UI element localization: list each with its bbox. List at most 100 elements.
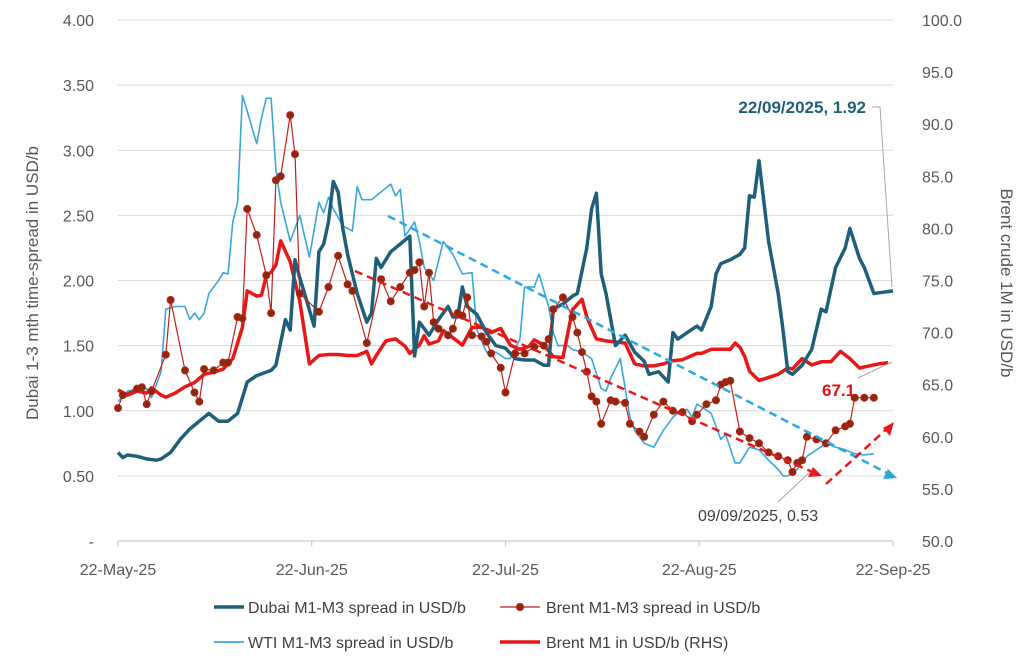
brent-uptrend-arrow	[825, 425, 891, 485]
brent-spread-point	[692, 410, 701, 419]
brent-price-last-callout: 67.1	[822, 381, 855, 400]
brent-spread-point	[802, 432, 811, 441]
brent-spread-point	[166, 295, 175, 304]
brent-spread-point	[362, 338, 371, 347]
brent-spread-point	[587, 392, 596, 401]
brent-spread-point	[869, 393, 878, 402]
trend-arrows	[354, 214, 897, 485]
y-right-tick: 95.0	[922, 65, 953, 82]
wti-downtrend-arrowhead	[883, 469, 897, 479]
y-left-tick: 1.50	[63, 339, 94, 356]
brent-spread-point	[114, 404, 123, 413]
y-right-tick: 70.0	[922, 326, 953, 343]
brent-spread-point	[267, 309, 276, 318]
brent-spread-point	[295, 289, 304, 298]
brent-spread-point	[649, 410, 658, 419]
brent-spread-point	[735, 427, 744, 436]
brent-spread-point	[290, 150, 299, 159]
x-tick: 22-Jul-25	[472, 562, 539, 579]
brent-spread-point	[611, 397, 620, 406]
brent-price-line	[117, 239, 889, 399]
brent-spread-point	[324, 282, 333, 291]
dubai-spread-line	[116, 158, 894, 462]
brent-spread-point	[788, 467, 797, 476]
brent-spread-point	[831, 426, 840, 435]
brent-spread-point	[578, 348, 587, 357]
brent-spread-point	[745, 434, 754, 443]
y-left-tick-labels: 4.00 3.50 3.00 2.50 2.00 1.50 1.00 0.50 -	[63, 13, 94, 551]
brent-spread-point	[180, 366, 189, 375]
y-right-tick: 75.0	[922, 274, 953, 291]
brent-spread-point	[252, 230, 261, 239]
brent-spread-point	[712, 396, 721, 405]
y-right-tick: 100.0	[922, 13, 962, 30]
series-layer	[114, 94, 894, 477]
dubai-last-callout: 22/09/2025, 1.92	[738, 98, 866, 117]
y-left-tick: 3.50	[63, 78, 94, 95]
brent-spread-point	[190, 388, 199, 397]
brent-spread-point	[640, 432, 649, 441]
brent-spread-point	[314, 307, 323, 316]
legend-item-brent-spread: Brent M1-M3 spread in USD/b	[500, 600, 760, 617]
brent-spread-point	[142, 400, 151, 409]
brent-spread-low-callout: 09/09/2025, 0.53	[698, 508, 818, 525]
brent-spread-point	[262, 271, 271, 280]
brent-spread-point	[539, 341, 548, 350]
brent-spread-point	[549, 305, 558, 314]
brent-spread-point	[482, 337, 491, 346]
brent-downtrend-arrow	[354, 269, 818, 476]
brent-spread-point	[434, 324, 443, 333]
legend-item-wti: WTI M1-M3 spread in USD/b	[214, 635, 453, 652]
brent-spread-point	[118, 391, 127, 400]
brent-spread-point	[200, 365, 209, 374]
brent-spread-point	[702, 400, 711, 409]
y-left-tick: 1.00	[63, 404, 94, 421]
brent-spread-point	[496, 363, 505, 372]
brent-spread-point	[415, 258, 424, 267]
brent-spread-point	[448, 324, 457, 333]
brent-spread-point	[501, 388, 510, 397]
brent-spread-point	[850, 393, 859, 402]
brent-spread-point	[386, 297, 395, 306]
brent-spread-point	[726, 376, 735, 385]
brent-spread-point	[467, 331, 476, 340]
brent-spread-point	[444, 331, 453, 340]
brent-spread-point	[635, 427, 644, 436]
brent-spread-point	[429, 318, 438, 327]
y-left-tick: 0.50	[63, 469, 94, 486]
brent-spread-point	[420, 302, 429, 311]
brent-spread-point	[463, 293, 472, 302]
brent-spread-point	[348, 286, 357, 295]
brent-spread-point	[343, 280, 352, 289]
brent-spread-point	[147, 387, 156, 396]
legend-label-brent-spread: Brent M1-M3 spread in USD/b	[546, 600, 760, 617]
brent-spread-point	[424, 268, 433, 277]
dubai-last-leader	[872, 106, 893, 288]
brent-spread-point	[573, 328, 582, 337]
legend-label-brent-price: Brent M1 in USD/b (RHS)	[546, 635, 728, 652]
brent-spread-point	[659, 397, 668, 406]
brent-spread-point	[410, 266, 419, 275]
brent-spread-point	[520, 349, 529, 358]
y-right-tick: 80.0	[922, 221, 953, 238]
brent-spread-point	[568, 312, 577, 321]
y-right-tick-labels: 100.0 95.0 90.0 85.0 80.0 75.0 70.0 65.0 60.0 55.…	[922, 13, 962, 551]
legend-item-brent-price: Brent M1 in USD/b (RHS)	[500, 635, 728, 652]
brent-price-leader	[857, 361, 893, 379]
x-tick-labels: 22-May-25 22-Jun-25 22-Jul-25 22-Aug-25 22-S…	[80, 541, 930, 579]
y-right-tick: 85.0	[922, 169, 953, 186]
brent-spread-point	[238, 314, 247, 323]
brent-spread-point	[243, 204, 252, 213]
y-left-tick: 3.00	[63, 143, 94, 160]
brent-spread-point	[477, 332, 486, 341]
y-left-axis-title: Dubai 1-3 mth time-spread in USD/b	[23, 146, 42, 420]
brent-spread-low-leader	[777, 471, 811, 503]
brent-spread-point	[195, 397, 204, 406]
brent-spread-point	[860, 393, 869, 402]
brent-spread-point	[845, 419, 854, 428]
brent-spread-point	[511, 349, 520, 358]
legend-marker-brent-spread	[515, 602, 525, 612]
brent-spread-point	[223, 358, 232, 367]
brent-spread-point	[137, 383, 146, 392]
brent-spread-point	[798, 456, 807, 465]
